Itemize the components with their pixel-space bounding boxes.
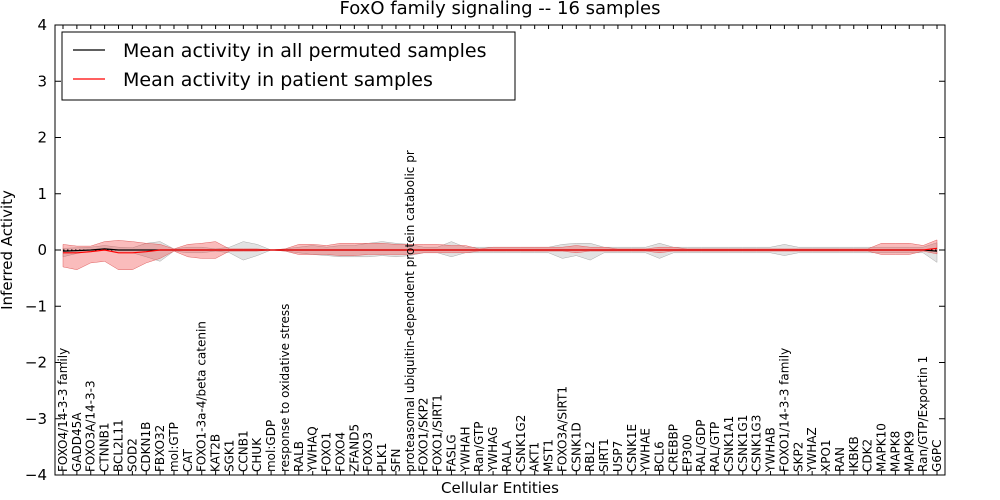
y-axis-label: Inferred Activity — [0, 190, 16, 310]
category-label: AKT1 — [528, 442, 542, 472]
y-tick-label: 2 — [37, 129, 47, 147]
category-label: BCL6 — [653, 441, 667, 472]
category-label: YWHAE — [639, 428, 653, 473]
category-label: KAT2B — [209, 434, 223, 472]
category-label: CSNK1G3 — [750, 415, 764, 472]
category-label: proteasomal ubiquitin-dependent protein … — [403, 150, 417, 472]
band-patient — [62, 239, 938, 270]
category-label: YWHAG — [486, 427, 500, 474]
category-label: mol:GTP — [167, 422, 181, 472]
y-tick-label: 1 — [37, 185, 47, 203]
ticks-layer: −4 −3 −2 −1 0 1 2 3 4 — [25, 16, 945, 484]
category-label: YWHAQ — [306, 426, 320, 473]
category-label: SOD2 — [125, 438, 139, 472]
category-label: Ran/GTP/Exportin 1 — [916, 356, 930, 472]
category-label: FOXO4 — [334, 432, 348, 472]
category-label: CDK2 — [861, 439, 875, 472]
category-label: MAPK9 — [902, 431, 916, 472]
lines-layer — [55, 247, 945, 254]
category-label: RALB — [292, 441, 306, 472]
category-label: CSNK1E — [625, 424, 639, 472]
category-label: FOXO1-3a-4/beta catenin — [195, 321, 209, 472]
y-tick-label: −4 — [25, 466, 47, 484]
category-label: SGK1 — [223, 440, 237, 472]
y-tick-label: −3 — [25, 410, 47, 428]
legend-box — [61, 31, 516, 101]
y-tick-label: 4 — [37, 16, 47, 34]
category-label: CSNK1A1 — [722, 416, 736, 472]
category-label: FOXO1/14-3-3 family — [777, 348, 791, 472]
y-tick-label: 3 — [37, 72, 47, 90]
bands-layer — [62, 239, 938, 270]
category-label: YWHAZ — [805, 427, 819, 473]
category-label: FOXO1/SKP2 — [417, 397, 431, 472]
category-label: FOXO3A/SIRT1 — [555, 386, 569, 472]
category-label: RBL2 — [583, 441, 597, 472]
category-label: CSNK1D — [569, 422, 583, 472]
category-label: RAL/GDP — [694, 419, 708, 472]
legend-label-patient: Mean activity in patient samples — [123, 69, 433, 91]
category-label: CSNK1G2 — [514, 415, 528, 472]
category-label: response to oxidative stress — [278, 304, 292, 472]
category-label: CREBBP — [666, 424, 680, 472]
category-label: XPO1 — [819, 439, 833, 472]
category-label: CDKN1B — [139, 422, 153, 472]
legend-label-permuted: Mean activity in all permuted samples — [123, 40, 486, 62]
chart-title: FoxO family signaling -- 16 samples — [340, 0, 661, 19]
category-label: PLK1 — [375, 443, 389, 472]
y-tick-label: −2 — [25, 354, 47, 372]
category-label: RAL/GTP — [708, 422, 722, 472]
category-label: MAPK8 — [888, 431, 902, 472]
category-label: MST1 — [542, 439, 556, 472]
category-label: SIRT1 — [597, 438, 611, 472]
category-label: YWHAB — [764, 427, 778, 473]
category-label: SFN — [389, 449, 403, 473]
category-label: SKP2 — [791, 442, 805, 472]
x-axis-label: Cellular Entities — [441, 479, 559, 497]
category-label: FOXO1/SIRT1 — [431, 394, 445, 472]
category-label: mol:GDP — [264, 420, 278, 472]
category-label: CSNK1G1 — [736, 415, 750, 472]
category-label: FBXO32 — [153, 425, 167, 472]
category-label: Ran/GTP — [472, 421, 486, 472]
y-tick-label: −1 — [25, 297, 47, 315]
series-line-patient — [63, 247, 938, 254]
category-label: FOXO3 — [361, 432, 375, 472]
band-permuted — [62, 241, 938, 263]
category-label: FASLG — [444, 434, 458, 472]
y-tick-label: 0 — [37, 241, 47, 259]
category-label: RAN — [833, 447, 847, 472]
category-label: G6PC — [930, 439, 944, 472]
category-label: IKBKB — [847, 436, 861, 472]
category-label: EP300 — [680, 434, 694, 472]
legend: Mean activity in all permuted samples Me… — [61, 31, 516, 101]
category-label: USP7 — [611, 441, 625, 472]
category-label: YWHAH — [458, 427, 472, 473]
category-label: MAPK10 — [875, 423, 889, 472]
category-label: CTNNB1 — [98, 422, 112, 472]
category-labels: FOXO4/14-3-3 family GADD45A FOXO3A/14-3-3 C… — [56, 150, 944, 473]
category-label: ZFAND5 — [347, 424, 361, 472]
category-label: FOXO3A/14-3-3 — [84, 380, 98, 472]
category-label: BCL2L11 — [112, 419, 126, 472]
category-label: RALA — [500, 440, 514, 472]
category-label: CHUK — [250, 437, 264, 472]
category-label: CAT — [181, 448, 195, 472]
category-label: FOXO1 — [320, 432, 334, 472]
category-label: GADD45A — [70, 412, 84, 472]
plot-frame — [54, 24, 946, 476]
category-label: CCNB1 — [236, 430, 250, 472]
category-label: FOXO4/14-3-3 family — [56, 348, 70, 472]
